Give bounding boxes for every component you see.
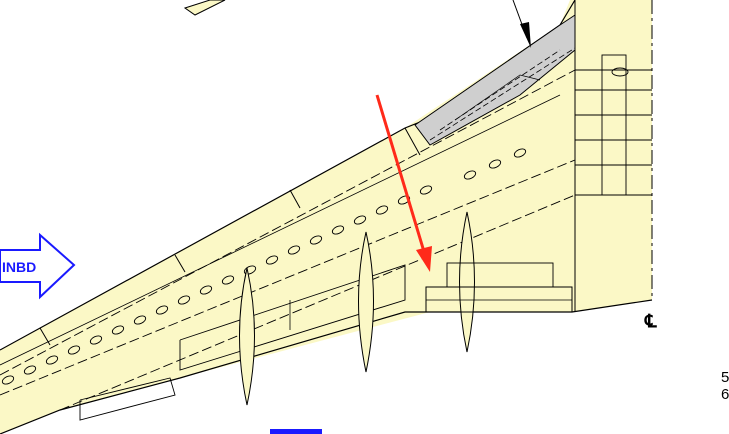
centerline-symbol: ℄ [644, 311, 657, 331]
leader-arrow-icon [520, 22, 531, 48]
wing-trailing-edge [0, 299, 653, 434]
red-pointer-arrow-icon [375, 94, 427, 256]
front-spar-line [0, 69, 576, 376]
edge-number-2: 6 [721, 386, 729, 403]
flap-track-fairings [239, 211, 475, 406]
rear-spar-line [59, 194, 576, 411]
edge-number-1: 5 [721, 369, 729, 386]
inbd-arrow-icon [0, 232, 76, 300]
blue-bar [270, 429, 322, 434]
mid-spar-line [0, 159, 576, 396]
inbd-label: INBD [2, 259, 36, 275]
lightening-holes-row [1, 148, 527, 385]
gray-flap-panel [414, 14, 576, 146]
